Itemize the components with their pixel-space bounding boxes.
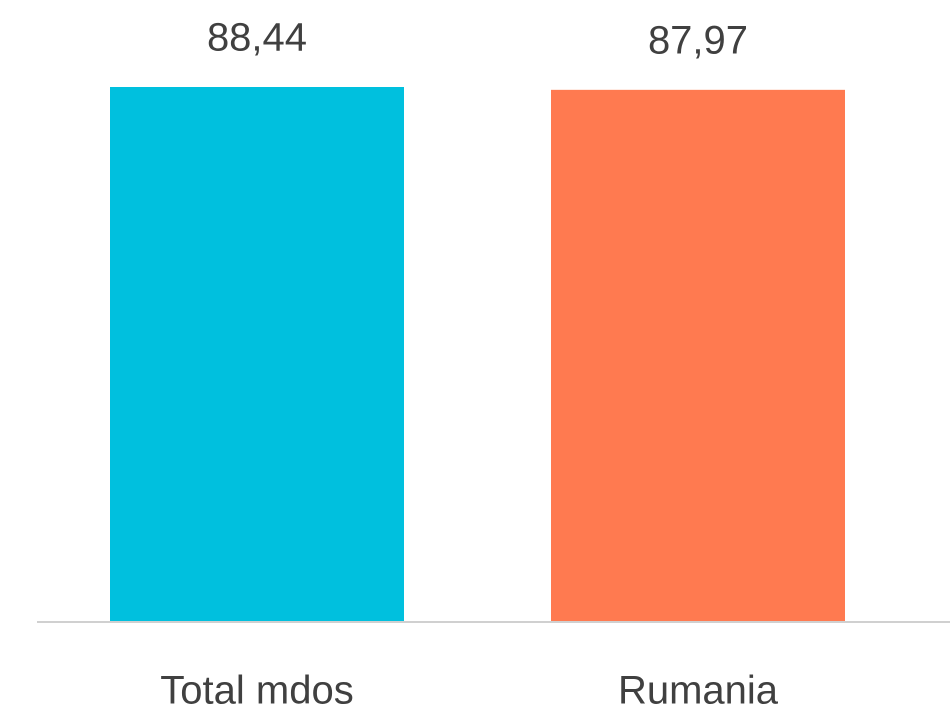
bar xyxy=(551,89,845,622)
x-tick-label: Total mdos xyxy=(160,669,353,713)
value-label: 87,97 xyxy=(648,18,748,62)
x-tick-label: Rumania xyxy=(618,669,779,713)
bar xyxy=(110,87,404,621)
value-label: 88,44 xyxy=(207,16,307,60)
